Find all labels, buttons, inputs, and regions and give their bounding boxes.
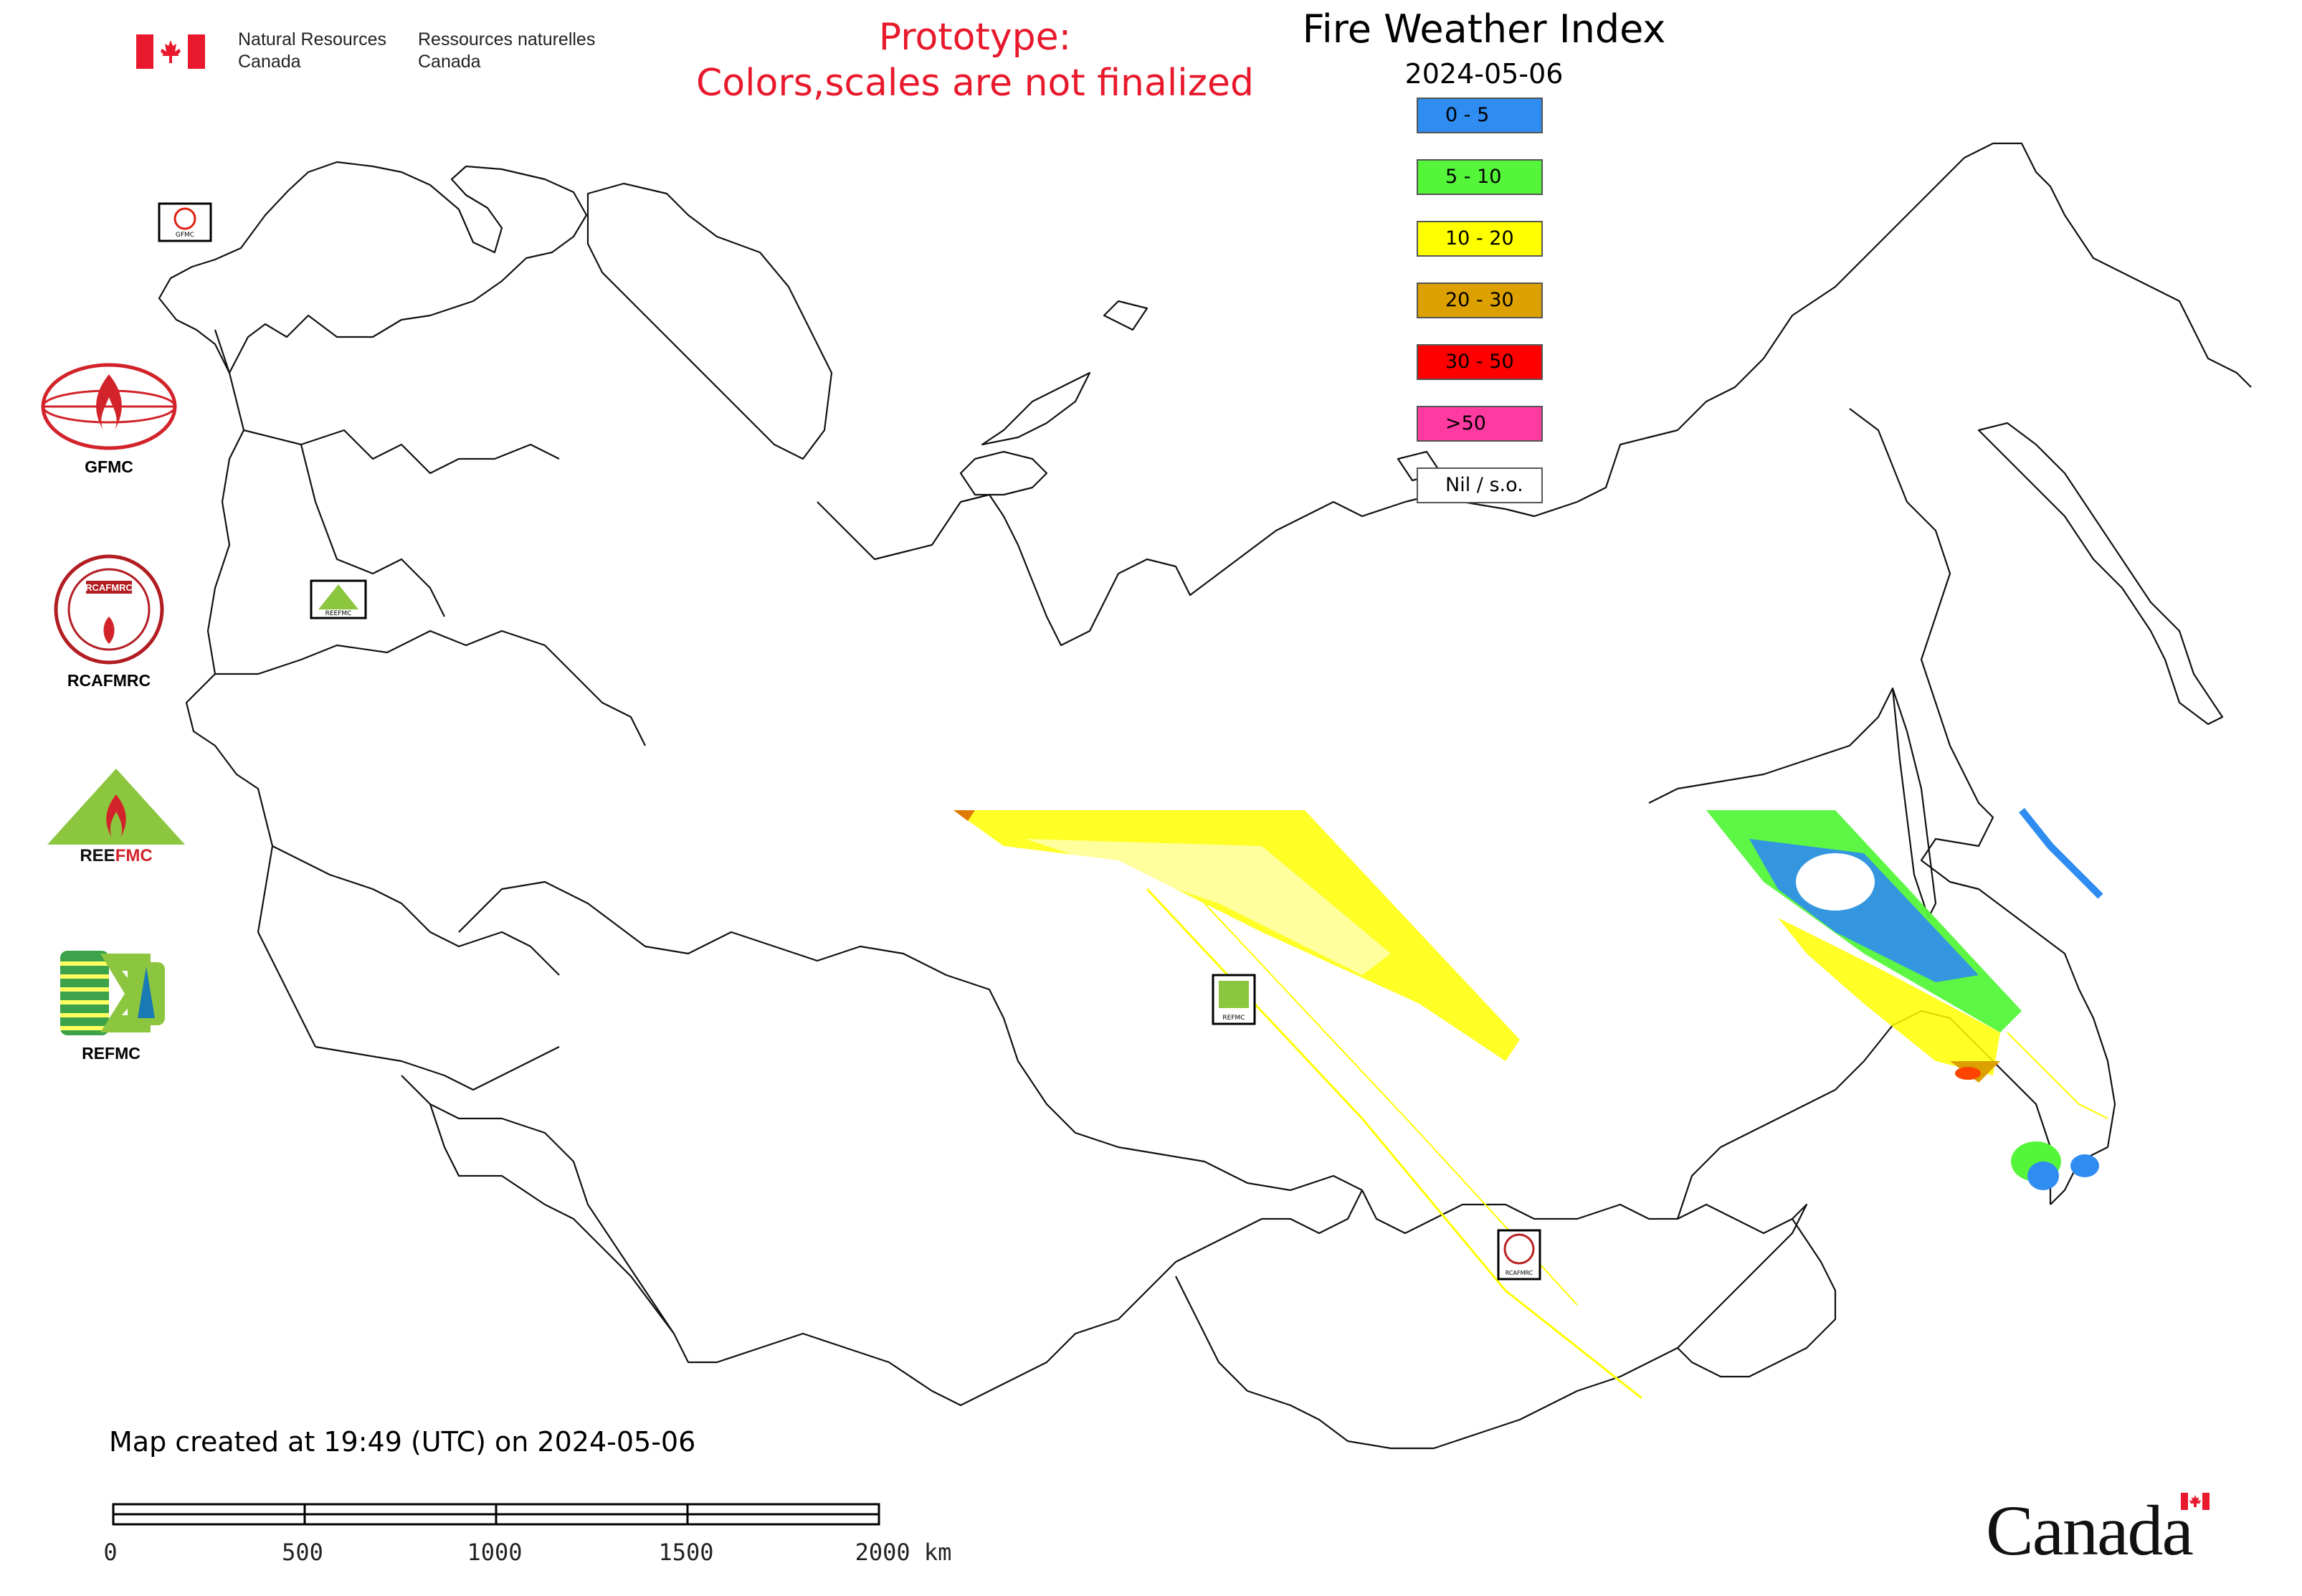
station-rcafmrc-icon <box>1503 1233 1535 1265</box>
border-mongolia <box>1175 1189 1808 1450</box>
refmc-logo <box>60 951 165 1035</box>
partner-gfmc: GFMC <box>37 360 181 477</box>
coastline-scandinavia <box>158 161 588 374</box>
legend-item-2: 10 - 20 <box>1417 221 1543 257</box>
coastline-kamchatka <box>1977 422 2224 726</box>
fwi-gap-white <box>1796 853 1875 911</box>
reefmc-logo: REEFMC <box>44 769 188 865</box>
scale-label-1500: 1500 <box>658 1539 713 1566</box>
island-severnaya-zemlya <box>1103 300 1148 331</box>
station-reefmc-icon <box>318 584 358 609</box>
partner-rcafmrc: RCAFMRC RCAFMRC <box>44 552 173 690</box>
map-created-text: Map created at 19:49 (UTC) on 2024-05-06 <box>109 1426 696 1458</box>
scale-label-1000: 1000 <box>467 1539 522 1566</box>
department-name-fr: Ressources naturelles Canada <box>418 29 596 72</box>
map-date: 2024-05-06 <box>1404 58 1564 90</box>
partner-reefmc: REEFMC <box>37 766 195 870</box>
prototype-warning: Prototype: Colors,scales are not finaliz… <box>695 16 1255 105</box>
border-kazakhstan-south <box>401 1075 1363 1407</box>
fwi-blue-primorye <box>2027 1162 2059 1190</box>
legend-item-3: 20 - 30 <box>1417 282 1543 318</box>
station-markers: GFMC REEFMC REFMC RCAFMRC <box>158 202 1541 1281</box>
fwi-swath-yellow-east <box>1778 918 2000 1075</box>
fwi-red-spot <box>1955 1067 1981 1080</box>
scale-label-2000: 2000 km <box>855 1539 952 1566</box>
legend-item-0: 0 - 5 <box>1417 98 1543 133</box>
scale-label-0: 0 <box>103 1539 117 1566</box>
canada-wordmark: Canada <box>1986 1491 2230 1570</box>
island-novaya-zemlya <box>959 450 1048 496</box>
border-belarus <box>300 444 445 617</box>
border-manchuria <box>1677 1218 1837 1378</box>
fwi-swath-orange-corner <box>953 810 975 821</box>
border-ukraine-south <box>272 845 560 976</box>
government-signature: Natural Resources Canada Ressources natu… <box>136 27 609 77</box>
svg-text:GFMC: GFMC <box>176 232 194 239</box>
wordmark-flag-icon <box>2181 1493 2210 1510</box>
island-sakhalin <box>1891 687 1937 919</box>
station-refmc-icon <box>1219 981 1249 1008</box>
border-ukraine <box>215 630 646 746</box>
svg-text:REFMC: REFMC <box>1222 1015 1245 1022</box>
department-name-en: Natural Resources Canada <box>238 29 387 72</box>
station-gfmc-icon <box>173 207 196 230</box>
fwi-blue-primorye-2 <box>2070 1154 2099 1177</box>
coastline-arctic <box>817 142 2252 647</box>
legend-item-4: 30 - 50 <box>1417 344 1543 380</box>
fwi-data-swaths <box>953 807 2108 1400</box>
rcafmrc-logo: RCAFMRC <box>54 554 164 665</box>
legend-item-5: >50 <box>1417 406 1543 442</box>
canada-flag-icon <box>136 34 205 69</box>
border-central-asia <box>429 1103 675 1334</box>
partner-refmc: REFMC <box>50 946 172 1063</box>
fwi-trail-east <box>2007 1032 2108 1119</box>
coastline-far-east <box>1849 408 2116 1205</box>
map-title: Fire Weather Index <box>1302 6 1666 52</box>
island-novaya-zemlya-north <box>981 371 1091 446</box>
scale-bar: 0 500 1000 1500 2000 km <box>103 1503 952 1566</box>
coastline-kola <box>586 182 833 460</box>
fwi-blue-coast <box>2019 807 2103 899</box>
border-west <box>185 329 316 1048</box>
coastline-okhotsk <box>1648 688 1893 804</box>
svg-text:REEFMC: REEFMC <box>80 846 152 865</box>
legend-item-1: 5 - 10 <box>1417 159 1543 195</box>
fwi-swath-white-gaps <box>1025 839 1391 975</box>
gfmc-logo <box>41 363 177 450</box>
border-baltic <box>243 429 560 475</box>
svg-text:REEFMC: REEFMC <box>325 610 352 617</box>
legend-item-6: Nil / s.o. <box>1417 467 1543 503</box>
border-kazakhstan-north <box>458 880 1363 1192</box>
border-caucasus <box>315 1045 560 1091</box>
svg-text:RCAFMRC: RCAFMRC <box>1506 1270 1533 1276</box>
svg-text:RCAFMRC: RCAFMRC <box>85 582 133 593</box>
scale-label-500: 500 <box>282 1539 323 1566</box>
border-amur <box>1676 1010 2052 1220</box>
